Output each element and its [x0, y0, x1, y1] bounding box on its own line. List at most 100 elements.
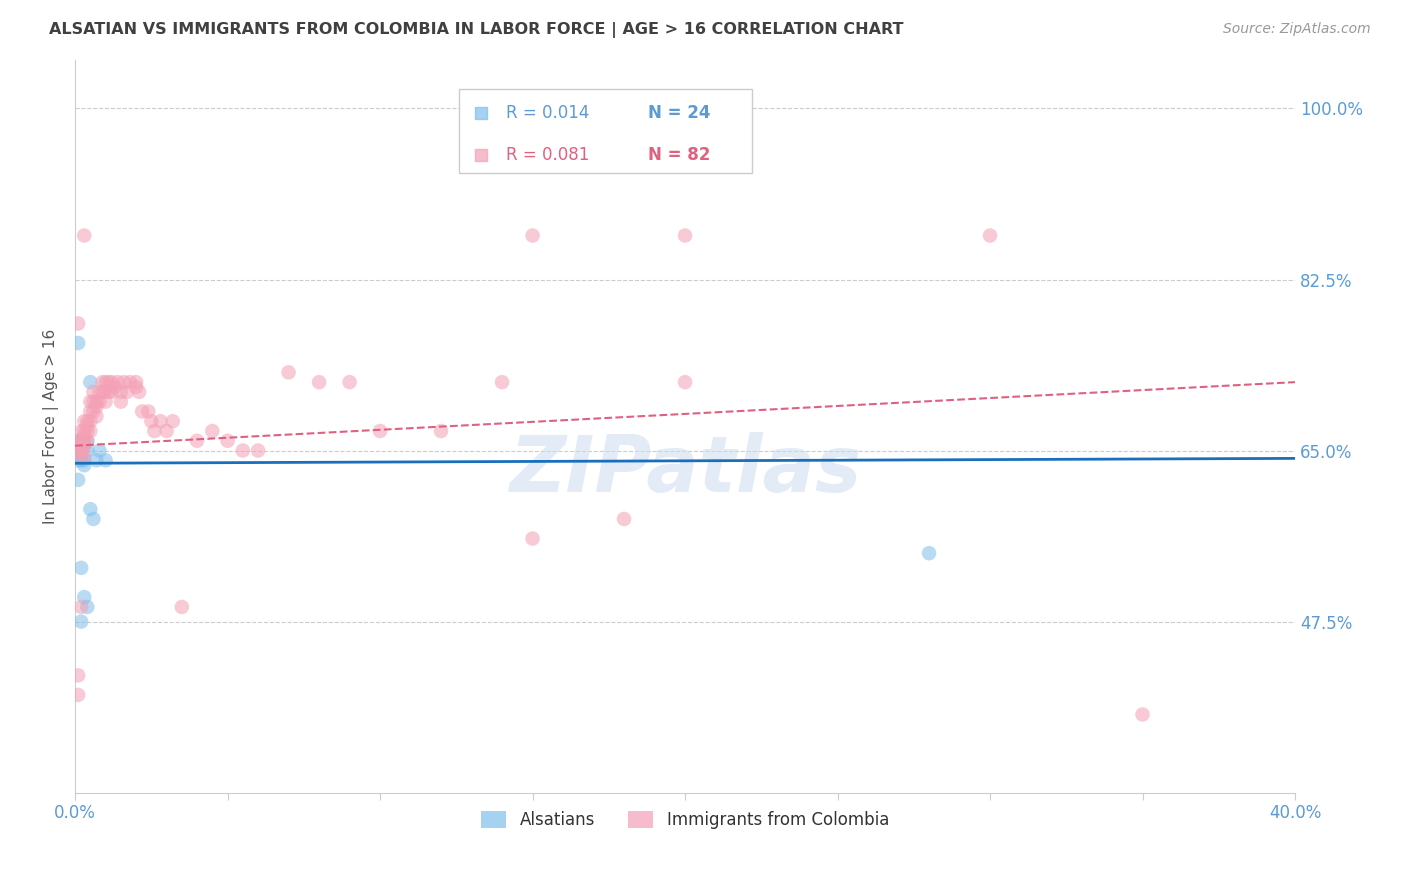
Point [94, 394, 117, 409]
Point [522, 228, 544, 243]
Point [67, 473, 90, 487]
Point [67, 439, 90, 453]
Point [86, 409, 108, 424]
Point [104, 380, 127, 394]
Point [79, 375, 101, 389]
Point [79, 394, 101, 409]
Point [70, 599, 93, 614]
Point [73, 590, 96, 604]
Point [67, 668, 90, 682]
Point [100, 375, 122, 389]
Point [131, 404, 153, 418]
Text: ALSATIAN VS IMMIGRANTS FROM COLOMBIA IN LABOR FORCE | AGE > 16 CORRELATION CHART: ALSATIAN VS IMMIGRANTS FROM COLOMBIA IN … [49, 22, 904, 38]
Point [70, 449, 93, 463]
Point [73, 228, 96, 243]
Point [277, 365, 299, 379]
Point [76, 414, 98, 428]
Point [308, 375, 330, 389]
Text: N = 24: N = 24 [648, 103, 711, 121]
Point [73, 453, 96, 467]
Point [94, 375, 117, 389]
Point [918, 546, 941, 560]
Point [70, 615, 93, 629]
Point [73, 414, 96, 428]
Point [522, 532, 544, 546]
Point [247, 443, 270, 458]
Point [70, 434, 93, 448]
Point [186, 434, 208, 448]
Point [67, 453, 90, 467]
Point [155, 424, 177, 438]
Point [97, 384, 120, 399]
Point [89, 443, 111, 458]
Point [89, 394, 111, 409]
Point [86, 394, 108, 409]
Point [107, 375, 129, 389]
Point [118, 375, 141, 389]
Point [673, 228, 696, 243]
Point [162, 414, 184, 428]
Text: R = 0.081: R = 0.081 [506, 145, 589, 163]
Point [82, 384, 104, 399]
Text: R = 0.014: R = 0.014 [506, 103, 589, 121]
Point [201, 424, 224, 438]
Point [70, 439, 93, 453]
Point [82, 404, 104, 418]
Point [79, 404, 101, 418]
Point [143, 424, 166, 438]
Point [94, 453, 117, 467]
Point [232, 443, 254, 458]
Point [67, 317, 90, 331]
Point [339, 375, 361, 389]
Point [70, 443, 93, 458]
Point [67, 336, 90, 351]
Point [82, 512, 104, 526]
Point [73, 429, 96, 443]
Point [368, 424, 391, 438]
Point [70, 434, 93, 448]
Point [97, 375, 120, 389]
Point [76, 599, 98, 614]
Point [67, 449, 90, 463]
Point [89, 384, 111, 399]
Point [86, 453, 108, 467]
Point [91, 384, 114, 399]
Point [91, 375, 114, 389]
Point [430, 424, 453, 438]
Point [217, 434, 239, 448]
Point [128, 384, 150, 399]
Point [979, 228, 1001, 243]
Point [125, 375, 148, 389]
Point [112, 375, 135, 389]
Point [82, 394, 104, 409]
Point [67, 688, 90, 702]
Text: N = 82: N = 82 [648, 145, 711, 163]
Y-axis label: In Labor Force | Age > 16: In Labor Force | Age > 16 [44, 328, 59, 524]
Point [73, 449, 96, 463]
Point [73, 434, 96, 448]
Point [76, 434, 98, 448]
Point [149, 414, 172, 428]
Text: ZIPatlas: ZIPatlas [509, 432, 862, 508]
Point [125, 380, 148, 394]
Point [73, 458, 96, 473]
Point [1132, 707, 1154, 722]
Point [673, 375, 696, 389]
Point [100, 384, 122, 399]
Point [115, 384, 138, 399]
FancyBboxPatch shape [460, 89, 752, 173]
Point [76, 434, 98, 448]
Point [73, 439, 96, 453]
Point [1080, 172, 1102, 186]
Point [110, 384, 132, 399]
Point [79, 414, 101, 428]
Point [70, 434, 93, 448]
Point [70, 424, 93, 438]
Text: Source: ZipAtlas.com: Source: ZipAtlas.com [1223, 22, 1371, 37]
Point [76, 443, 98, 458]
Legend: Alsatians, Immigrants from Colombia: Alsatians, Immigrants from Colombia [474, 804, 896, 836]
Point [70, 453, 93, 467]
Point [136, 404, 159, 418]
Point [67, 443, 90, 458]
Point [73, 424, 96, 438]
